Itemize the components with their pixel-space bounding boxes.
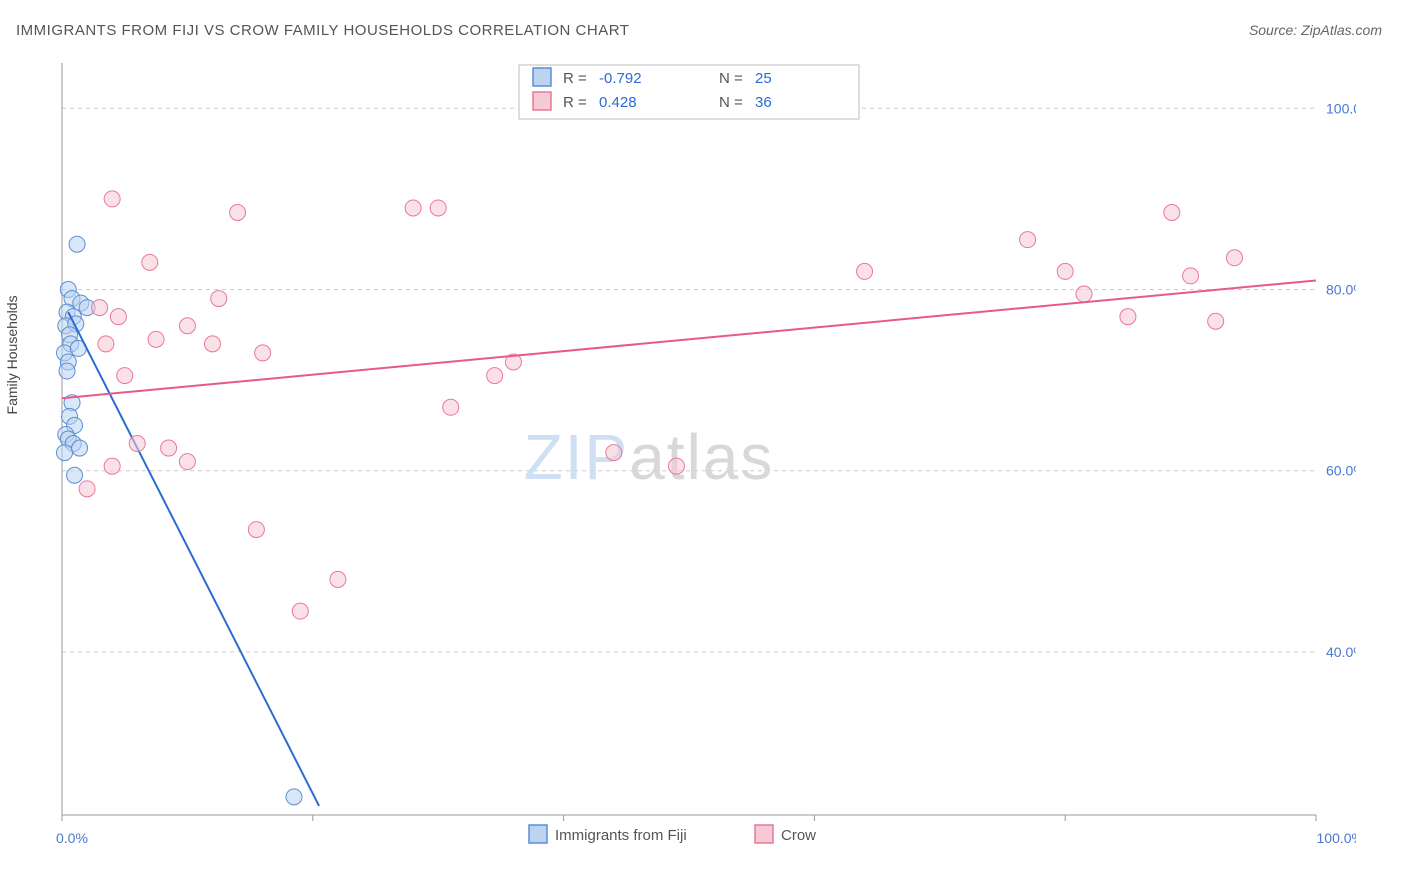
source-prefix: Source: (1249, 22, 1297, 38)
y-tick-label: 60.0% (1326, 463, 1356, 479)
data-point (1120, 309, 1136, 325)
data-point (443, 399, 459, 415)
data-point (405, 200, 421, 216)
source-label: Source: ZipAtlas.com (1249, 22, 1382, 38)
data-point (248, 522, 264, 538)
data-point (117, 368, 133, 384)
data-point (292, 603, 308, 619)
data-point (110, 309, 126, 325)
legend-swatch (529, 825, 547, 843)
data-point (1020, 232, 1036, 248)
data-point (98, 336, 114, 352)
legend-n-label: N = (719, 94, 743, 111)
correlation-scatter-chart: 40.0% 60.0% 80.0% 100.0% 0.0% 100.0% ZIPatlas R… (16, 55, 1356, 855)
chart-title: IMMIGRANTS FROM FIJI VS CROW FAMILY HOUS… (16, 22, 629, 39)
data-point (204, 336, 220, 352)
data-point (1164, 204, 1180, 220)
legend-r-value: -0.792 (599, 70, 642, 87)
data-point (67, 467, 83, 483)
data-point (487, 368, 503, 384)
data-point (59, 363, 75, 379)
data-point (179, 454, 195, 470)
data-point (286, 789, 302, 805)
data-point (1226, 250, 1242, 266)
y-tick-label: 40.0% (1326, 644, 1356, 660)
data-point (79, 481, 95, 497)
data-point (668, 458, 684, 474)
y-tick-label: 80.0% (1326, 282, 1356, 298)
legend-r-value: 0.428 (599, 94, 637, 111)
data-point (129, 436, 145, 452)
data-point (330, 571, 346, 587)
data-point (57, 445, 73, 461)
data-point (179, 318, 195, 334)
legend-swatch (755, 825, 773, 843)
data-point (255, 345, 271, 361)
chart-container: Family Households 40.0%60.0%80.0%100.0%0… (16, 55, 1390, 876)
data-point (430, 200, 446, 216)
legend-r-label: R = (563, 94, 587, 111)
data-point (857, 263, 873, 279)
legend-n-label: N = (719, 70, 743, 87)
data-point (606, 445, 622, 461)
data-point (211, 291, 227, 307)
y-axis-label: Family Households (4, 295, 20, 414)
data-point (69, 236, 85, 252)
watermark: ZIPatlas (524, 421, 775, 493)
x-tick-label: 100.0% (1317, 830, 1356, 846)
data-point (104, 458, 120, 474)
legend-swatch (533, 92, 551, 110)
data-point (161, 440, 177, 456)
x-tick-label: 0.0% (56, 830, 88, 846)
data-point (72, 440, 88, 456)
data-point (148, 331, 164, 347)
data-point (1208, 313, 1224, 329)
legend-n-value: 25 (755, 70, 772, 87)
y-tick-label: 100.0% (1326, 100, 1356, 116)
legend-swatch (533, 68, 551, 86)
data-point (142, 254, 158, 270)
data-point (1057, 263, 1073, 279)
legend-series-label: Immigrants from Fiji (555, 827, 687, 844)
legend-r-label: R = (563, 70, 587, 87)
data-point (1183, 268, 1199, 284)
data-point (1076, 286, 1092, 302)
data-point (92, 300, 108, 316)
legend-n-value: 36 (755, 94, 772, 111)
source-name: ZipAtlas.com (1301, 22, 1382, 38)
legend-series-label: Crow (781, 827, 816, 844)
data-point (230, 204, 246, 220)
data-point (104, 191, 120, 207)
